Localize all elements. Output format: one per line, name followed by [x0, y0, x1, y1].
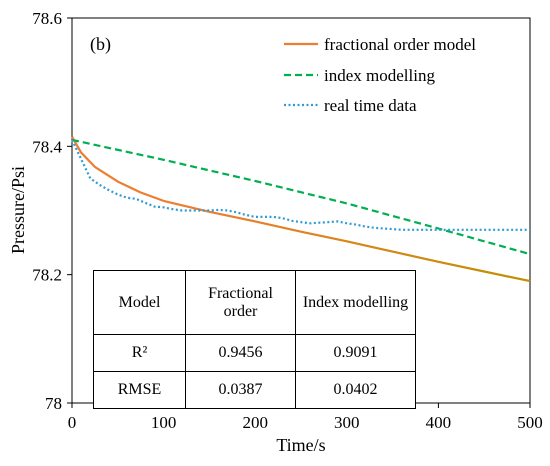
x-axis-title: Time/s [276, 435, 325, 455]
x-tick-label: 200 [242, 413, 268, 432]
y-tick-label: 78.4 [32, 137, 62, 156]
series-line-real-time-data [71, 139, 530, 231]
x-tick-label: 100 [151, 413, 177, 432]
legend-label-fractional-order-model: fractional order model [324, 35, 476, 54]
x-tick-label: 300 [334, 413, 360, 432]
stats-table-row: RMSE 0.0387 0.0402 [93, 371, 416, 409]
x-tick-label: 0 [68, 413, 77, 432]
stats-cell-metric: R² [93, 334, 186, 372]
stats-table: Model Fractional order Index modelling R… [93, 270, 416, 409]
x-tick-label: 400 [426, 413, 452, 432]
stats-header-model: Model [93, 270, 186, 335]
y-tick-label: 78 [45, 394, 62, 413]
legend-label-real-time-data: real time data [324, 96, 417, 115]
stats-cell-fractional: 0.9456 [185, 334, 296, 372]
x-tick-label: 500 [517, 413, 543, 432]
stats-table-row: R² 0.9456 0.9091 [93, 334, 416, 372]
series-line-index-modelling [71, 138, 531, 256]
stats-table-header-row: Model Fractional order Index modelling [93, 270, 416, 335]
series-line-fractional-order-model [71, 136, 531, 283]
stats-header-index-modelling: Index modelling [295, 270, 416, 335]
legend-label-index-modelling: index modelling [324, 66, 435, 85]
stats-cell-index: 0.0402 [295, 371, 416, 409]
stats-cell-metric: RMSE [93, 371, 186, 409]
y-axis-title: Pressure/Psi [8, 166, 28, 254]
y-tick-label: 78.6 [32, 9, 62, 28]
stats-header-fractional-order: Fractional order [185, 270, 296, 335]
stats-cell-index: 0.9091 [295, 334, 416, 372]
legend: fractional order model index modelling r… [284, 35, 476, 115]
stats-cell-fractional: 0.0387 [185, 371, 296, 409]
panel-label: (b) [90, 34, 111, 55]
y-tick-label: 78.2 [32, 266, 62, 285]
